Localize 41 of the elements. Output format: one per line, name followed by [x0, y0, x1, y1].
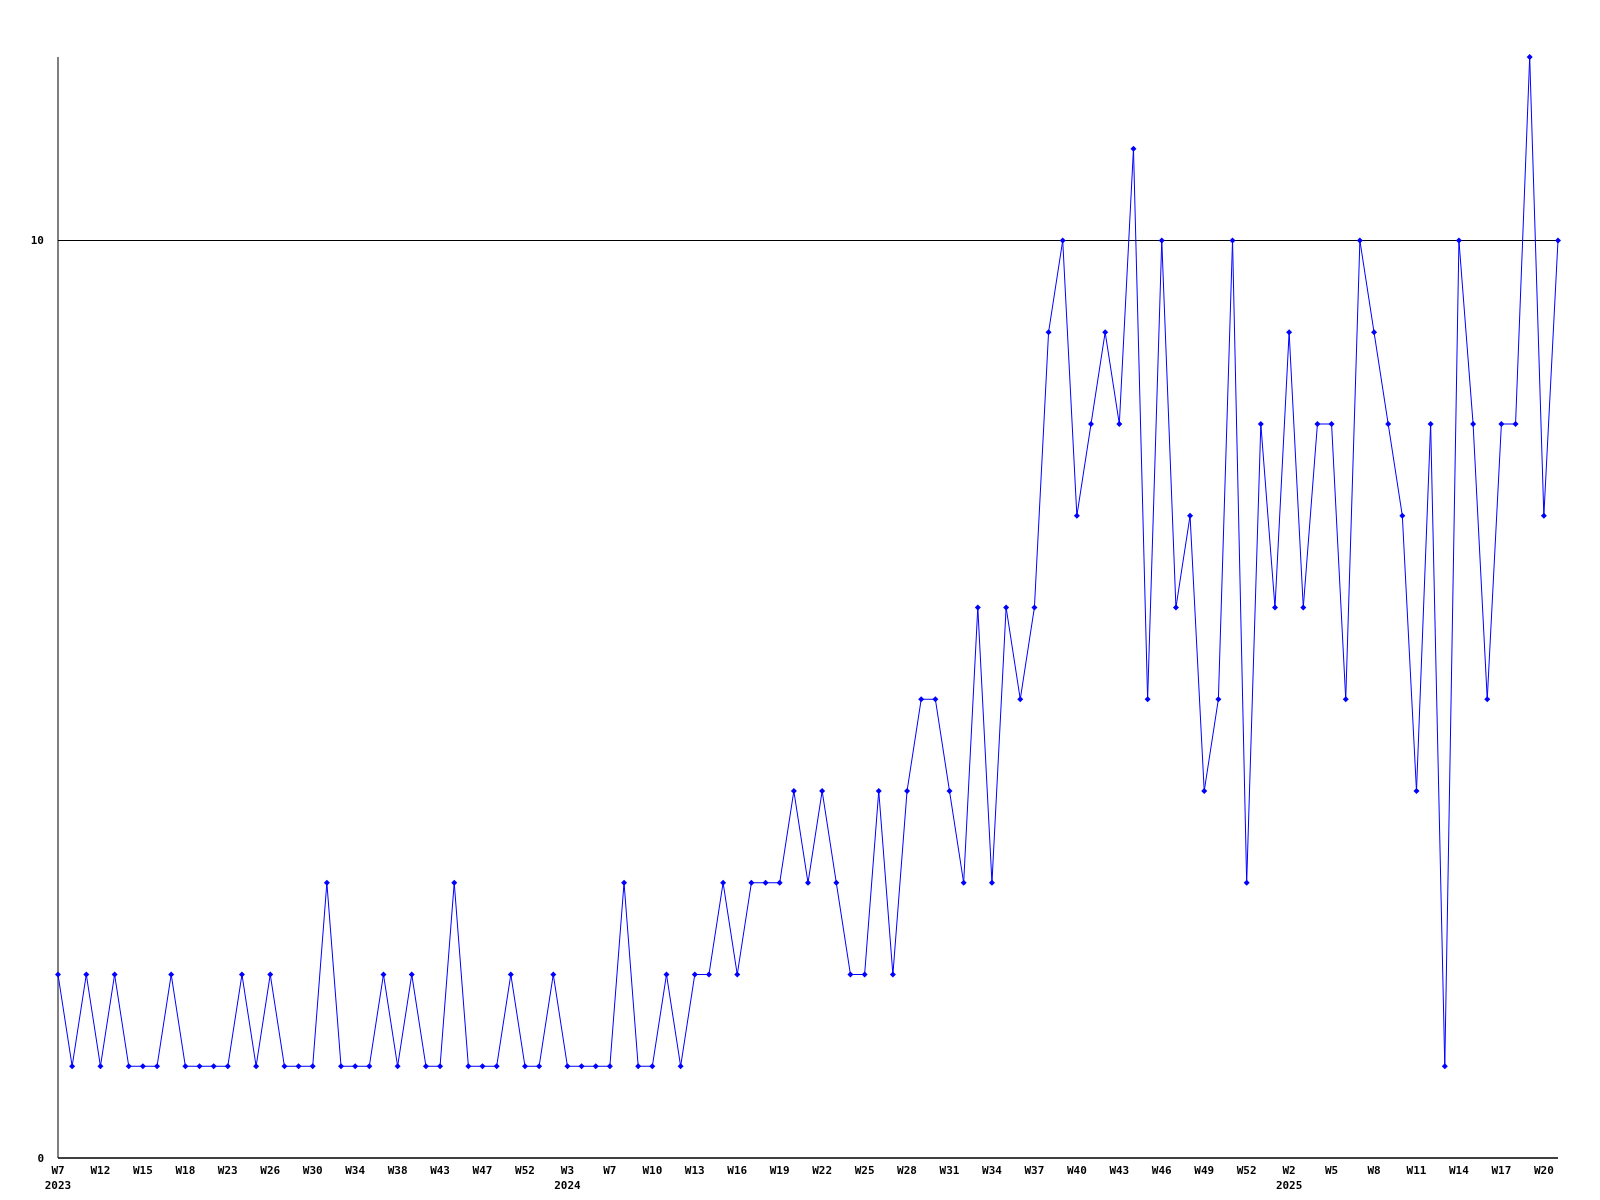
x-tick-label: W18	[175, 1164, 196, 1177]
x-tick-label: W31	[939, 1164, 960, 1177]
x-tick-label: W43	[1109, 1164, 1130, 1177]
x-tick-label: W20	[1533, 1164, 1554, 1177]
x-tick-label: W43	[430, 1164, 451, 1177]
x-tick-label: W52	[515, 1164, 535, 1177]
x-tick-label: W5	[1324, 1164, 1339, 1177]
x-tick-label: W7	[51, 1164, 65, 1177]
x-tick-label: W13	[684, 1164, 705, 1177]
x-tick-label: W7	[603, 1164, 617, 1177]
x-tick-label: W25	[854, 1164, 875, 1177]
x-tick-label: W38	[387, 1164, 408, 1177]
text: 2023	[44, 1179, 72, 1192]
x-tick-label: W40	[1066, 1164, 1087, 1177]
x-tick-label: W8	[1367, 1164, 1381, 1177]
text: 2025	[1275, 1179, 1303, 1192]
x-tick-label: W46	[1151, 1164, 1173, 1177]
y-tick-label: 0	[37, 1151, 44, 1165]
y-tick-label: 10	[30, 234, 44, 248]
text: 2024	[554, 1179, 582, 1192]
x-tick-label: W12	[90, 1164, 111, 1177]
x-tick-label: W11	[1406, 1164, 1427, 1177]
x-tick-label: W10	[642, 1164, 663, 1177]
x-tick-label: W34	[345, 1164, 366, 1177]
x-tick-label: W19	[769, 1164, 790, 1177]
x-tick-label: W22	[812, 1164, 833, 1177]
x-tick-label: W52	[1236, 1164, 1257, 1177]
x-tick-label: W34	[982, 1164, 1003, 1177]
x-tick-label: W23	[217, 1164, 238, 1177]
x-tick-label: W15	[132, 1164, 153, 1177]
x-tick-label: W16	[727, 1164, 748, 1177]
x-tick-label: W3	[560, 1164, 575, 1177]
x-tick-label: W30	[302, 1164, 323, 1177]
x-tick-label: W49	[1194, 1164, 1215, 1177]
x-tick-label: W14	[1449, 1164, 1470, 1177]
x-tick-label: W2	[1282, 1164, 1296, 1177]
x-tick-label: W37	[1024, 1164, 1045, 1177]
x-tick-label: W17	[1491, 1164, 1512, 1177]
x-tick-label: W47	[472, 1164, 493, 1177]
x-tick-label: W28	[897, 1164, 917, 1177]
x-tick-label: W26	[260, 1164, 281, 1177]
